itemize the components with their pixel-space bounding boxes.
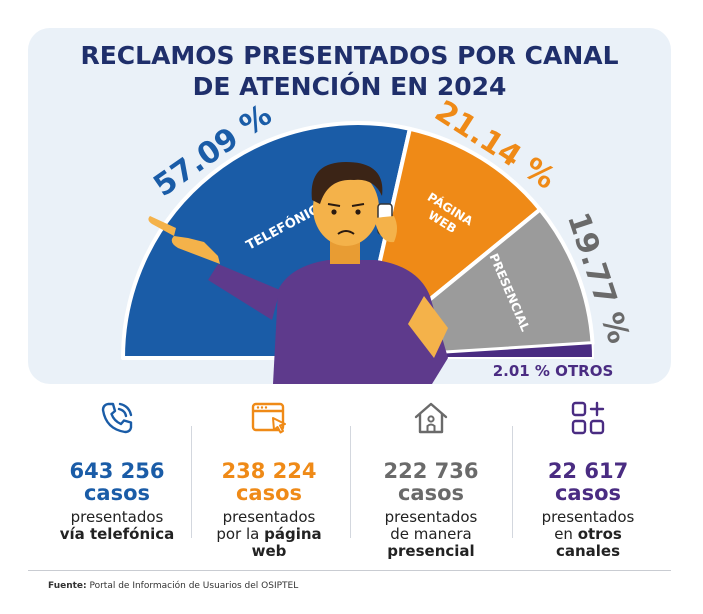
stat-number: 643 256 <box>69 459 165 483</box>
stat-unit: casos <box>397 481 465 505</box>
stat-desc-line: presentados <box>384 508 478 526</box>
stat-unit: casos <box>554 481 622 505</box>
person-right-hand <box>374 216 397 243</box>
stat-divider <box>350 426 351 538</box>
person-right-arm <box>408 296 448 358</box>
semicircle-chart: 57.09 % 21.14 %19.77 %TELEFÓNICO PÁGINAWEB… <box>121 94 636 384</box>
stat-otros: 22 617 casos presentados en otros canale… <box>508 398 668 560</box>
source-label: Fuente: <box>48 581 87 591</box>
stat-number: 22 617 <box>547 459 629 483</box>
grid-plus-icon <box>571 401 605 435</box>
person-head <box>313 170 379 246</box>
stat-presencial: 222 736 casos presentados de manera pres… <box>351 398 511 560</box>
stat-pagina-web: 238 224 casos presentados por la página … <box>189 398 349 560</box>
stat-description: presentados en otros canales <box>508 509 668 560</box>
chart-title-line1: RECLAMOS PRESENTADOS POR CANAL <box>80 41 619 70</box>
stat-desc-inline-bold: página <box>264 525 322 543</box>
chart-panel: 57.09 % 21.14 % 19.77 % TELEFÓNICO PÁGINA WEB… <box>28 28 671 384</box>
stat-unit: casos <box>83 481 151 505</box>
stat-divider <box>191 426 192 538</box>
person-hair <box>311 162 383 204</box>
person-right-eye <box>355 209 361 215</box>
stat-divider <box>512 426 513 538</box>
stat-desc-bold: canales <box>555 542 621 560</box>
stat-desc-bold: vía telefónica <box>59 525 175 543</box>
stat-number: 222 736 <box>383 459 479 483</box>
chart-title: RECLAMOS PRESENTADOS POR CANAL DE ATENCI… <box>28 40 671 102</box>
stat-desc-bold: web <box>251 542 287 560</box>
slice-label-otros: 2.01 % OTROS <box>493 362 614 380</box>
source-text: Portal de Información de Usuarios del OS… <box>86 581 299 591</box>
person-pointing-finger <box>148 216 176 236</box>
person-left-sleeve <box>208 264 280 320</box>
web-browser-icon <box>251 402 286 434</box>
stat-desc-line: presentados <box>541 508 635 526</box>
stat-number: 238 224 <box>221 459 317 483</box>
footer-rule <box>28 570 671 571</box>
stat-desc-line: presentados <box>70 508 164 526</box>
person-mouth <box>337 230 355 235</box>
stat-desc-prefix: en <box>554 525 578 543</box>
stat-unit: casos <box>235 481 303 505</box>
stat-desc-bold: presencial <box>387 542 475 560</box>
stat-desc-line2: de manera <box>390 525 472 543</box>
stat-description: presentados de manera presencial <box>351 509 511 560</box>
stat-desc-inline-bold: otros <box>577 525 622 543</box>
phone-icon <box>101 402 133 434</box>
source-note: Fuente: Portal de Información de Usuario… <box>48 581 298 591</box>
stat-description: presentados vía telefónica <box>37 509 197 543</box>
person-left-eye <box>331 209 337 215</box>
person-right-brow <box>351 203 365 207</box>
stat-telefonico: 643 256 casos presentados vía telefónica <box>37 398 197 543</box>
stat-desc-prefix: por la <box>216 525 265 543</box>
stat-description: presentados por la página web <box>189 509 349 560</box>
person-left-hand <box>171 236 220 264</box>
person-shirt <box>273 260 448 384</box>
stat-desc-line: presentados <box>222 508 316 526</box>
stats-row: 643 256 casos presentados vía telefónica… <box>0 398 703 568</box>
person-illustration <box>148 162 448 384</box>
chart-title-line2: DE ATENCIÓN EN 2024 <box>192 72 507 101</box>
house-icon <box>414 402 448 434</box>
person-left-brow <box>327 203 341 207</box>
